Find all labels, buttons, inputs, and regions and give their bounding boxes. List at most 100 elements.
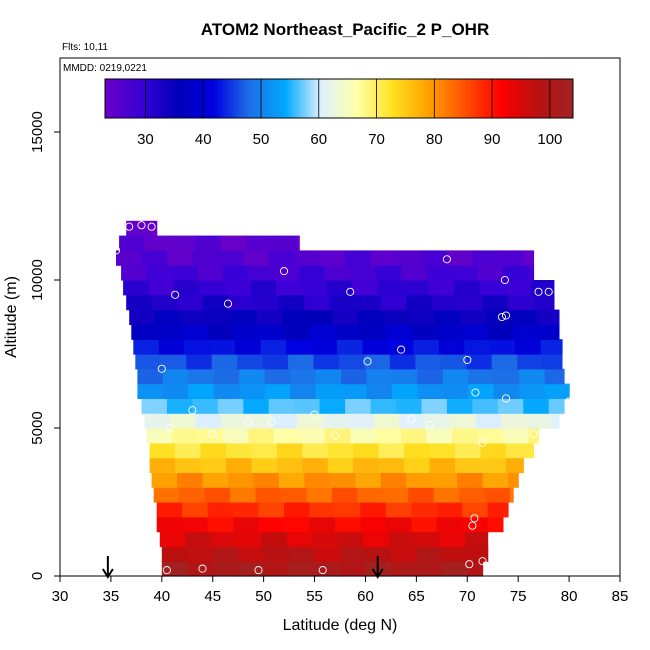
x-tick-label: 35 [103, 588, 120, 605]
heatmap-cell [182, 324, 209, 340]
x-tick-label: 85 [612, 588, 629, 605]
heatmap-cell [370, 250, 397, 266]
heatmap-cell [406, 294, 433, 311]
heatmap-cell [467, 561, 484, 577]
heatmap-cell [278, 472, 305, 488]
heatmap-cell [468, 368, 495, 385]
heatmap-cell [148, 280, 175, 296]
heatmap-cell [262, 354, 289, 370]
heatmap-cell [202, 472, 229, 488]
heatmap-cell [446, 398, 473, 414]
heatmap-cell [391, 383, 418, 399]
heatmap-cell [289, 561, 316, 577]
heatmap-cell [409, 309, 436, 325]
heatmap-cell [182, 502, 209, 518]
heatmap-cell [411, 502, 438, 518]
observation-point [147, 222, 156, 231]
heatmap-cell [406, 472, 433, 488]
heatmap-cell [314, 561, 341, 577]
y-tick-label: 5000 [29, 411, 46, 444]
heatmap-cell [363, 531, 390, 547]
flights-note: Flts: 10,11 [62, 42, 108, 53]
heatmap-cell [243, 250, 270, 266]
heatmap-cell [360, 324, 387, 340]
observation-point [478, 438, 487, 447]
heatmap-cell [455, 457, 482, 473]
colorbar-tick-label: 70 [368, 131, 385, 148]
heatmap-cell [195, 413, 222, 429]
observation-point [171, 290, 180, 299]
heatmap-cell [243, 398, 270, 414]
heatmap-cell [528, 428, 540, 444]
heatmap-cell [309, 516, 336, 533]
heatmap-cell [307, 309, 334, 325]
heatmap-cell [228, 294, 255, 311]
heatmap-cell [396, 250, 423, 266]
heatmap-cell [489, 339, 516, 355]
heatmap-cell [480, 457, 507, 473]
observation-point [501, 311, 511, 320]
heatmap-cell [497, 250, 524, 266]
plot-frame [59, 57, 621, 577]
heatmap-cell [177, 472, 204, 488]
heatmap-cell [442, 368, 469, 385]
heatmap-cell [441, 561, 468, 577]
observation-point [254, 566, 263, 575]
heatmap-cell [133, 339, 160, 355]
heatmap-cell [222, 428, 249, 444]
heatmap-cell [502, 265, 529, 281]
heatmap-cell [161, 546, 188, 562]
heatmap-cell [487, 324, 514, 340]
heatmap-cell [350, 265, 377, 281]
heatmap-cell [239, 383, 266, 399]
heatmap-cell [380, 472, 407, 488]
heatmap-cell [510, 487, 514, 503]
heatmap-cell [436, 502, 463, 518]
heatmap-cell [542, 354, 563, 370]
heatmap-cell [360, 502, 387, 518]
colorbar-ticks: 30 40 50 60 70 80 90 100 [137, 79, 562, 148]
heatmap-cell [436, 516, 463, 533]
heatmap-cell [462, 516, 489, 533]
observation-point [442, 255, 451, 264]
heatmap-cell [213, 368, 240, 385]
heatmap-cell [477, 428, 504, 444]
heatmap-cell [200, 457, 227, 473]
observation-point [330, 431, 339, 440]
observation-point [279, 267, 289, 276]
heatmap-cell [174, 280, 201, 296]
heatmap-cell [378, 457, 405, 473]
heatmap-cell [156, 502, 183, 518]
heatmap-cell [131, 324, 158, 340]
heatmap-cell [353, 442, 380, 459]
heatmap-cell [327, 442, 354, 459]
heatmap-cell [160, 354, 187, 370]
heatmap-cell [233, 516, 260, 533]
heatmap-cell [182, 516, 209, 533]
observation-point [500, 275, 509, 285]
heatmap-cell [421, 250, 448, 266]
heatmap-cell [284, 516, 311, 533]
heatmap-cell [202, 294, 229, 311]
heatmap-cell [504, 280, 531, 296]
heatmap-cell [375, 265, 402, 281]
heatmap-cell [151, 294, 178, 311]
heatmap-cell [253, 294, 280, 311]
heatmap-cell [253, 472, 280, 488]
heatmap-cell [220, 235, 247, 251]
heatmap-cell [416, 561, 443, 577]
heatmap-cell [530, 280, 555, 296]
heatmap-cell [306, 487, 333, 503]
heatmap-cell [275, 280, 302, 296]
heatmap-cell [533, 294, 555, 311]
heatmap-cell [263, 561, 290, 577]
heatmap-cell [385, 516, 412, 533]
heatmap-cell [304, 472, 331, 488]
heatmap-cell [519, 368, 546, 385]
heatmap-cell [284, 502, 311, 518]
heatmap-cell [172, 265, 199, 281]
heatmap-cell [319, 398, 346, 414]
heatmap-cell [373, 413, 400, 429]
heatmap-cell [248, 265, 275, 281]
observation-point [425, 420, 434, 430]
